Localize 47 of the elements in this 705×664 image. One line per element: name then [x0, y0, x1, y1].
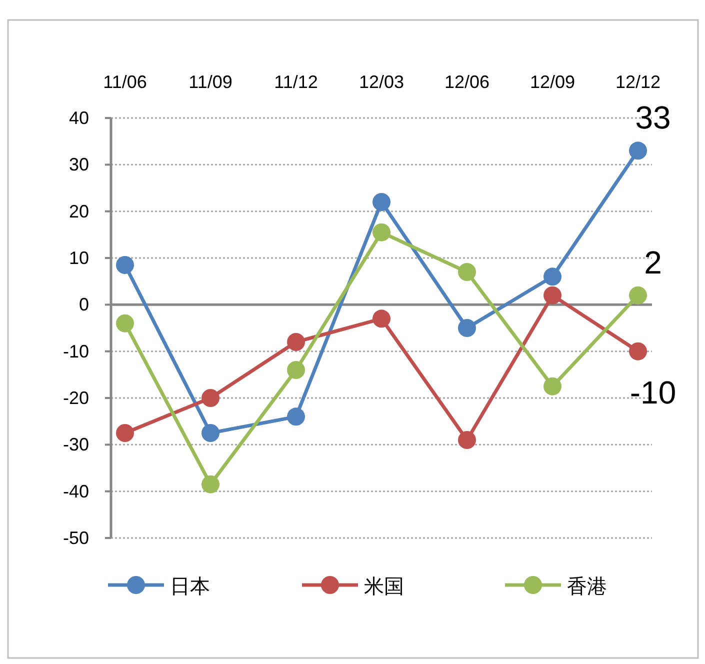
point: [372, 193, 390, 211]
data-label: 2: [644, 244, 662, 280]
point: [287, 408, 305, 426]
y-tick-label: 10: [68, 248, 89, 268]
y-tick-label: 0: [78, 294, 89, 315]
y-tick-label: -30: [62, 434, 89, 455]
y-tick-label: -10: [62, 341, 89, 362]
legend-label: 米国: [364, 576, 404, 598]
legend-item: 香港: [505, 576, 607, 598]
legend-item: 米国: [302, 576, 404, 598]
x-tick-label: 11/06: [103, 72, 147, 92]
data-label: -10: [630, 374, 676, 410]
point: [287, 333, 305, 351]
point: [458, 319, 476, 337]
x-tick-label: 11/12: [274, 72, 318, 92]
point: [629, 342, 647, 360]
point: [202, 475, 220, 494]
point: [372, 310, 390, 328]
point: [116, 256, 134, 274]
point: [629, 286, 647, 304]
point: [116, 424, 134, 442]
y-tick-label: -50: [62, 528, 89, 548]
x-tick-label: 12/12: [615, 72, 661, 92]
point: [372, 223, 390, 242]
legend-label: 日本: [170, 576, 210, 598]
y-tick-label: 40: [68, 108, 89, 128]
x-tick-label: 12/06: [444, 72, 490, 92]
y-tick-label: 30: [68, 154, 89, 175]
point: [202, 389, 220, 407]
x-tick-label: 12/03: [358, 72, 404, 92]
x-tick-label: 12/09: [530, 72, 576, 92]
point: [287, 361, 305, 379]
point: [544, 377, 562, 396]
point: [629, 142, 647, 160]
y-tick-label: 20: [68, 201, 89, 222]
point: [544, 268, 562, 286]
point: [116, 314, 134, 332]
legend-label: 香港: [567, 576, 607, 598]
y-tick-label: -20: [62, 388, 89, 408]
x-tick-label: 11/09: [188, 72, 232, 92]
point: [544, 286, 562, 304]
data-label: 33: [635, 100, 671, 136]
point: [458, 431, 476, 449]
legend-item: 日本: [108, 576, 210, 598]
point: [202, 424, 220, 442]
point: [458, 263, 476, 281]
y-tick-label: -40: [62, 481, 89, 502]
